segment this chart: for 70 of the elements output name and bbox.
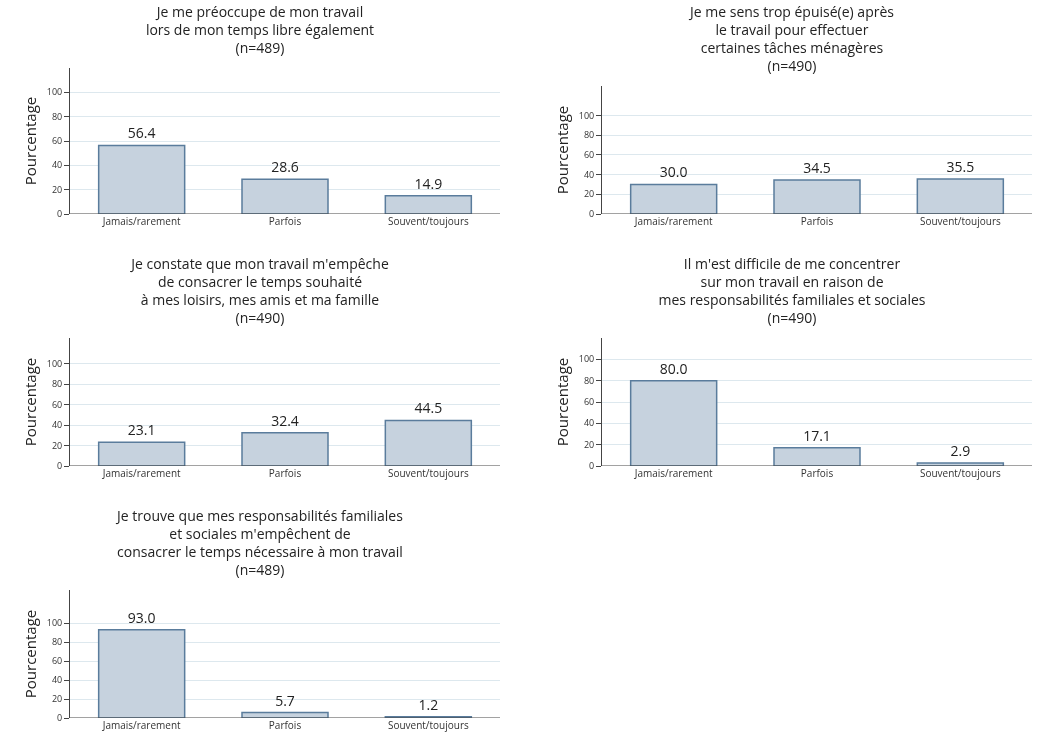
y-tick-label: 80	[583, 128, 595, 142]
y-tick-label: 60	[51, 397, 63, 411]
x-tick-label: Souvent/toujours	[387, 466, 469, 480]
y-tick-label: 100	[46, 356, 63, 370]
chart-title: Je me sens trop épuisé(e) après le travail pour effectuer certaines tâches ménagères (n=490)	[688, 1, 895, 76]
y-tick-label: 0	[589, 207, 595, 221]
y-axis-title: Pourcentage	[20, 357, 40, 447]
data-label: 2.9	[950, 440, 971, 460]
y-axis-title: Pourcentage	[20, 96, 40, 186]
y-axis-title: Pourcentage	[552, 357, 572, 447]
y-tick-label: 40	[583, 167, 595, 181]
y-tick-label: 80	[583, 373, 595, 387]
x-tick-label: Jamais/rarement	[101, 718, 182, 732]
data-label: 56.4	[127, 123, 156, 143]
chart-title: Il m'est difficile de me concentrer sur mon travail en raison de mes responsabilités familiales et sociales (n=490)	[658, 253, 926, 328]
y-tick-label: 60	[51, 654, 63, 668]
data-label: 28.6	[271, 157, 299, 177]
x-tick-label: Jamais/rarement	[101, 214, 182, 228]
y-tick-label: 40	[51, 673, 63, 687]
y-tick-label: 100	[578, 352, 595, 366]
y-tick-label: 80	[51, 109, 63, 123]
x-tick-label: Souvent/toujours	[919, 214, 1001, 228]
y-tick-label: 80	[51, 377, 63, 391]
data-label: 5.7	[275, 690, 295, 710]
x-tick-label: Souvent/toujours	[387, 718, 469, 732]
y-axis-title: Pourcentage	[552, 105, 572, 195]
data-label: 80.0	[659, 358, 688, 378]
data-label: 17.1	[803, 425, 831, 445]
y-tick-label: 60	[51, 134, 63, 148]
y-axis-title: Pourcentage	[20, 609, 40, 699]
y-tick-label: 40	[51, 418, 63, 432]
chart-title: Je trouve que mes responsabilités familiales et sociales m'empêchent de consacrer le temps nécessaire à mon travail (n=489)	[115, 505, 404, 580]
data-label: 34.5	[803, 158, 831, 178]
y-tick-label: 20	[583, 437, 595, 451]
y-tick-label: 60	[583, 148, 595, 162]
data-label: 14.9	[414, 173, 443, 193]
chart-title: Je me préoccupe de mon travail lors de mon temps libre également (n=489)	[145, 1, 375, 58]
x-tick-label: Parfois	[800, 214, 834, 228]
data-label: 32.4	[271, 410, 299, 430]
y-tick-label: 100	[46, 85, 63, 99]
x-tick-label: Souvent/toujours	[387, 214, 469, 228]
data-label: 23.1	[127, 420, 156, 440]
y-tick-label: 20	[583, 187, 595, 201]
x-tick-label: Jamais/rarement	[633, 466, 714, 480]
data-label: 35.5	[946, 157, 975, 177]
x-tick-label: Souvent/toujours	[919, 466, 1001, 480]
x-tick-label: Parfois	[268, 214, 302, 228]
x-tick-label: Jamais/rarement	[633, 214, 714, 228]
y-tick-label: 20	[51, 438, 63, 452]
y-tick-label: 0	[589, 459, 595, 473]
y-tick-label: 20	[51, 182, 63, 196]
data-label: 93.0	[127, 607, 156, 627]
x-tick-label: Parfois	[800, 466, 834, 480]
x-tick-label: Parfois	[268, 466, 302, 480]
y-tick-label: 40	[583, 416, 595, 430]
data-label: 1.2	[418, 694, 439, 714]
data-label: 44.5	[414, 398, 443, 418]
y-tick-label: 0	[57, 459, 63, 473]
y-tick-label: 20	[51, 692, 63, 706]
y-tick-label: 0	[57, 711, 63, 725]
data-label: 30.0	[659, 162, 688, 182]
y-tick-label: 60	[583, 395, 595, 409]
y-tick-label: 40	[51, 158, 63, 172]
chart-title: Je constate que mon travail m'empêche de consacrer le temps souhaité à mes loisirs, mes amis et ma famille (n=490)	[129, 253, 389, 328]
y-tick-label: 100	[46, 616, 63, 630]
y-tick-label: 80	[51, 635, 63, 649]
y-tick-label: 100	[578, 108, 595, 122]
y-tick-label: 0	[57, 207, 63, 221]
x-tick-label: Parfois	[268, 718, 302, 732]
x-tick-label: Jamais/rarement	[101, 466, 182, 480]
